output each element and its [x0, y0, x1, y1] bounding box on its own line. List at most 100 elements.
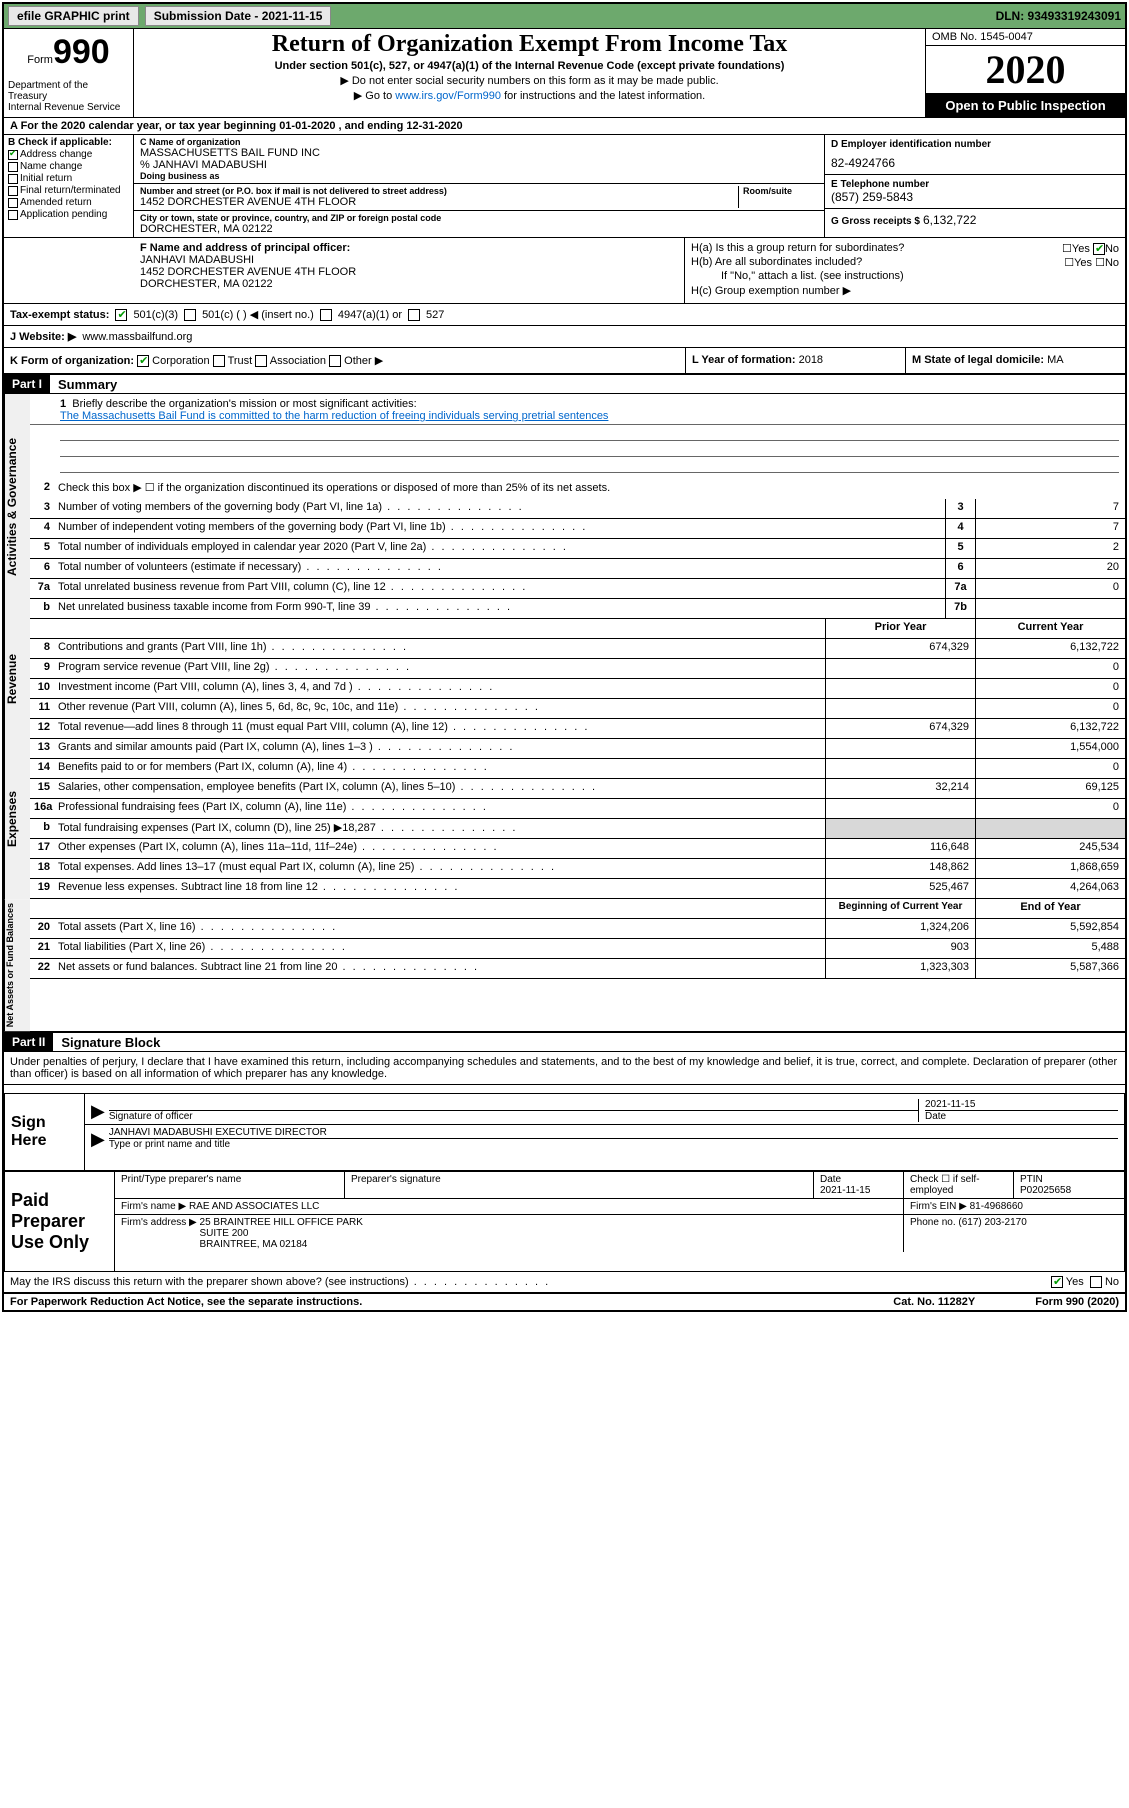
current-hdr: Current Year: [975, 619, 1125, 638]
form-note1: ▶ Do not enter social security numbers o…: [140, 74, 919, 87]
year-box: OMB No. 1545-0047 2020 Open to Public In…: [925, 29, 1125, 117]
form-title-box: Return of Organization Exempt From Incom…: [134, 29, 925, 117]
dln-label: DLN: 93493319243091: [996, 9, 1121, 23]
sig-arrow-icon: ▶: [91, 1101, 109, 1122]
g-label: G Gross receipts $: [831, 216, 920, 227]
revenue-section: Revenue Prior Year Current Year 8Contrib…: [4, 619, 1125, 739]
summary-line: 21Total liabilities (Part X, line 26)903…: [30, 939, 1125, 959]
part2-label: Part II: [4, 1033, 53, 1051]
checkbox-icon: [8, 150, 18, 160]
form-id-box: Form990 Department of the Treasury Inter…: [4, 29, 134, 117]
hc-label: H(c) Group exemption number ▶: [691, 284, 1119, 297]
form-word: Form: [27, 54, 53, 66]
e-val: (857) 259-5843: [831, 190, 1119, 204]
checkbox-icon: [8, 174, 18, 184]
summary-line: 4Number of independent voting members of…: [30, 519, 1125, 539]
summary-line: 22Net assets or fund balances. Subtract …: [30, 959, 1125, 979]
vert-expenses: Expenses: [4, 739, 30, 899]
box-c: C Name of organization MASSACHUSETTS BAI…: [134, 135, 825, 237]
summary-line: 7aTotal unrelated business revenue from …: [30, 579, 1125, 599]
g-val: 6,132,722: [923, 213, 976, 227]
c-city: DORCHESTER, MA 02122: [140, 223, 818, 235]
boxes-deg: D Employer identification number 82-4924…: [825, 135, 1125, 237]
checkbox-icon: [8, 186, 18, 196]
part2-header: Part II Signature Block: [4, 1033, 1125, 1052]
b-check-item: Initial return: [8, 173, 129, 184]
box-m: M State of legal domicile: MA: [905, 348, 1125, 373]
line-a: A For the 2020 calendar year, or tax yea…: [4, 118, 1125, 135]
prior-hdr: Prior Year: [825, 619, 975, 638]
box-f: F Name and address of principal officer:…: [134, 238, 685, 303]
summary-line: 15Salaries, other compensation, employee…: [30, 779, 1125, 799]
hb-note: If "No," attach a list. (see instruction…: [691, 270, 1119, 282]
omb-number: OMB No. 1545-0047: [926, 29, 1125, 46]
b-check-item: Address change: [8, 149, 129, 160]
ha-label: H(a) Is this a group return for subordin…: [691, 242, 904, 254]
tax-year: 2020: [926, 46, 1125, 94]
netassets-section: Net Assets or Fund Balances Beginning of…: [4, 899, 1125, 1033]
part1-header: Part I Summary: [4, 375, 1125, 394]
f-addr: 1452 DORCHESTER AVENUE 4TH FLOOR: [140, 266, 678, 278]
form-number: 990: [53, 33, 110, 71]
c-room-label: Room/suite: [743, 186, 818, 196]
box-k: K Form of organization: Corporation Trus…: [4, 348, 685, 373]
footer: For Paperwork Reduction Act Notice, see …: [4, 1294, 1125, 1310]
efile-print-button[interactable]: efile GRAPHIC print: [8, 6, 139, 26]
discuss-q: May the IRS discuss this return with the…: [10, 1276, 550, 1288]
form-note2: ▶ Go to www.irs.gov/Form990 for instruct…: [140, 89, 919, 102]
e-label: E Telephone number: [831, 179, 1119, 190]
form-header: Form990 Department of the Treasury Inter…: [4, 29, 1125, 118]
c-addr: 1452 DORCHESTER AVENUE 4TH FLOOR: [140, 196, 738, 208]
summary-line: bTotal fundraising expenses (Part IX, co…: [30, 819, 1125, 839]
vert-governance: Activities & Governance: [4, 394, 30, 619]
sign-here-label: Sign Here: [5, 1094, 85, 1170]
part1-title: Summary: [50, 377, 117, 392]
sign-here-block: Sign Here ▶ Signature of officer 2021-11…: [4, 1093, 1125, 1171]
c-city-label: City or town, state or province, country…: [140, 213, 818, 223]
summary-section: Activities & Governance 1 Briefly descri…: [4, 394, 1125, 619]
checkbox-icon: [8, 198, 18, 208]
part2-title: Signature Block: [53, 1035, 160, 1050]
hb-label: H(b) Are all subordinates included?: [691, 256, 862, 268]
checkbox-icon: [8, 162, 18, 172]
perjury-text: Under penalties of perjury, I declare th…: [4, 1052, 1125, 1085]
dept-treasury: Department of the Treasury Internal Reve…: [8, 80, 129, 113]
summary-line: 9Program service revenue (Part VIII, lin…: [30, 659, 1125, 679]
f-name: JANHAVI MADABUSHI: [140, 254, 678, 266]
box-i-row: Tax-exempt status: 501(c)(3) 501(c) ( ) …: [4, 304, 1125, 326]
open-public: Open to Public Inspection: [926, 94, 1125, 117]
begin-hdr: Beginning of Current Year: [825, 899, 975, 918]
f-city: DORCHESTER, MA 02122: [140, 278, 678, 290]
vert-netassets: Net Assets or Fund Balances: [4, 899, 30, 1031]
summary-line: 8Contributions and grants (Part VIII, li…: [30, 639, 1125, 659]
c-name: MASSACHUSETTS BAIL FUND INC: [140, 147, 818, 159]
website-val: www.massbailfund.org: [82, 331, 192, 343]
summary-line: 10Investment income (Part VIII, column (…: [30, 679, 1125, 699]
footer-left: For Paperwork Reduction Act Notice, see …: [10, 1296, 362, 1308]
sig-date-label: Date: [925, 1110, 1118, 1122]
footer-mid: Cat. No. 11282Y: [893, 1296, 975, 1308]
c-careof: % JANHAVI MADABUSHI: [140, 159, 818, 171]
irs-link[interactable]: www.irs.gov/Form990: [395, 90, 501, 102]
summary-line: 18Total expenses. Add lines 13–17 (must …: [30, 859, 1125, 879]
summary-line: 13Grants and similar amounts paid (Part …: [30, 739, 1125, 759]
boxes-klm: K Form of organization: Corporation Trus…: [4, 348, 1125, 375]
k-corp-check: [137, 355, 149, 367]
summary-line: 19Revenue less expenses. Subtract line 1…: [30, 879, 1125, 899]
submission-date-button[interactable]: Submission Date - 2021-11-15: [145, 6, 332, 26]
box-i: Tax-exempt status: 501(c)(3) 501(c) ( ) …: [4, 304, 1125, 325]
c-addr-label: Number and street (or P.O. box if mail i…: [140, 186, 738, 196]
b-check-item: Application pending: [8, 209, 129, 220]
paid-preparer-block: Paid Preparer Use Only Print/Type prepar…: [4, 1171, 1125, 1272]
d-label: D Employer identification number: [831, 139, 1119, 150]
box-l: L Year of formation: 2018: [685, 348, 905, 373]
discuss-row: May the IRS discuss this return with the…: [4, 1272, 1125, 1294]
toolbar: efile GRAPHIC print Submission Date - 20…: [4, 4, 1125, 29]
box-b-header: B Check if applicable:: [8, 137, 129, 148]
d-val: 82-4924766: [831, 156, 1119, 170]
box-j: J Website: ▶ www.massbailfund.org: [4, 326, 1125, 348]
sig-name-val: JANHAVI MADABUSHI EXECUTIVE DIRECTOR: [109, 1127, 1118, 1138]
sig-date-val: 2021-11-15: [925, 1099, 1118, 1110]
line-1: 1 Briefly describe the organization's mi…: [30, 394, 1125, 425]
part1-label: Part I: [4, 375, 50, 393]
